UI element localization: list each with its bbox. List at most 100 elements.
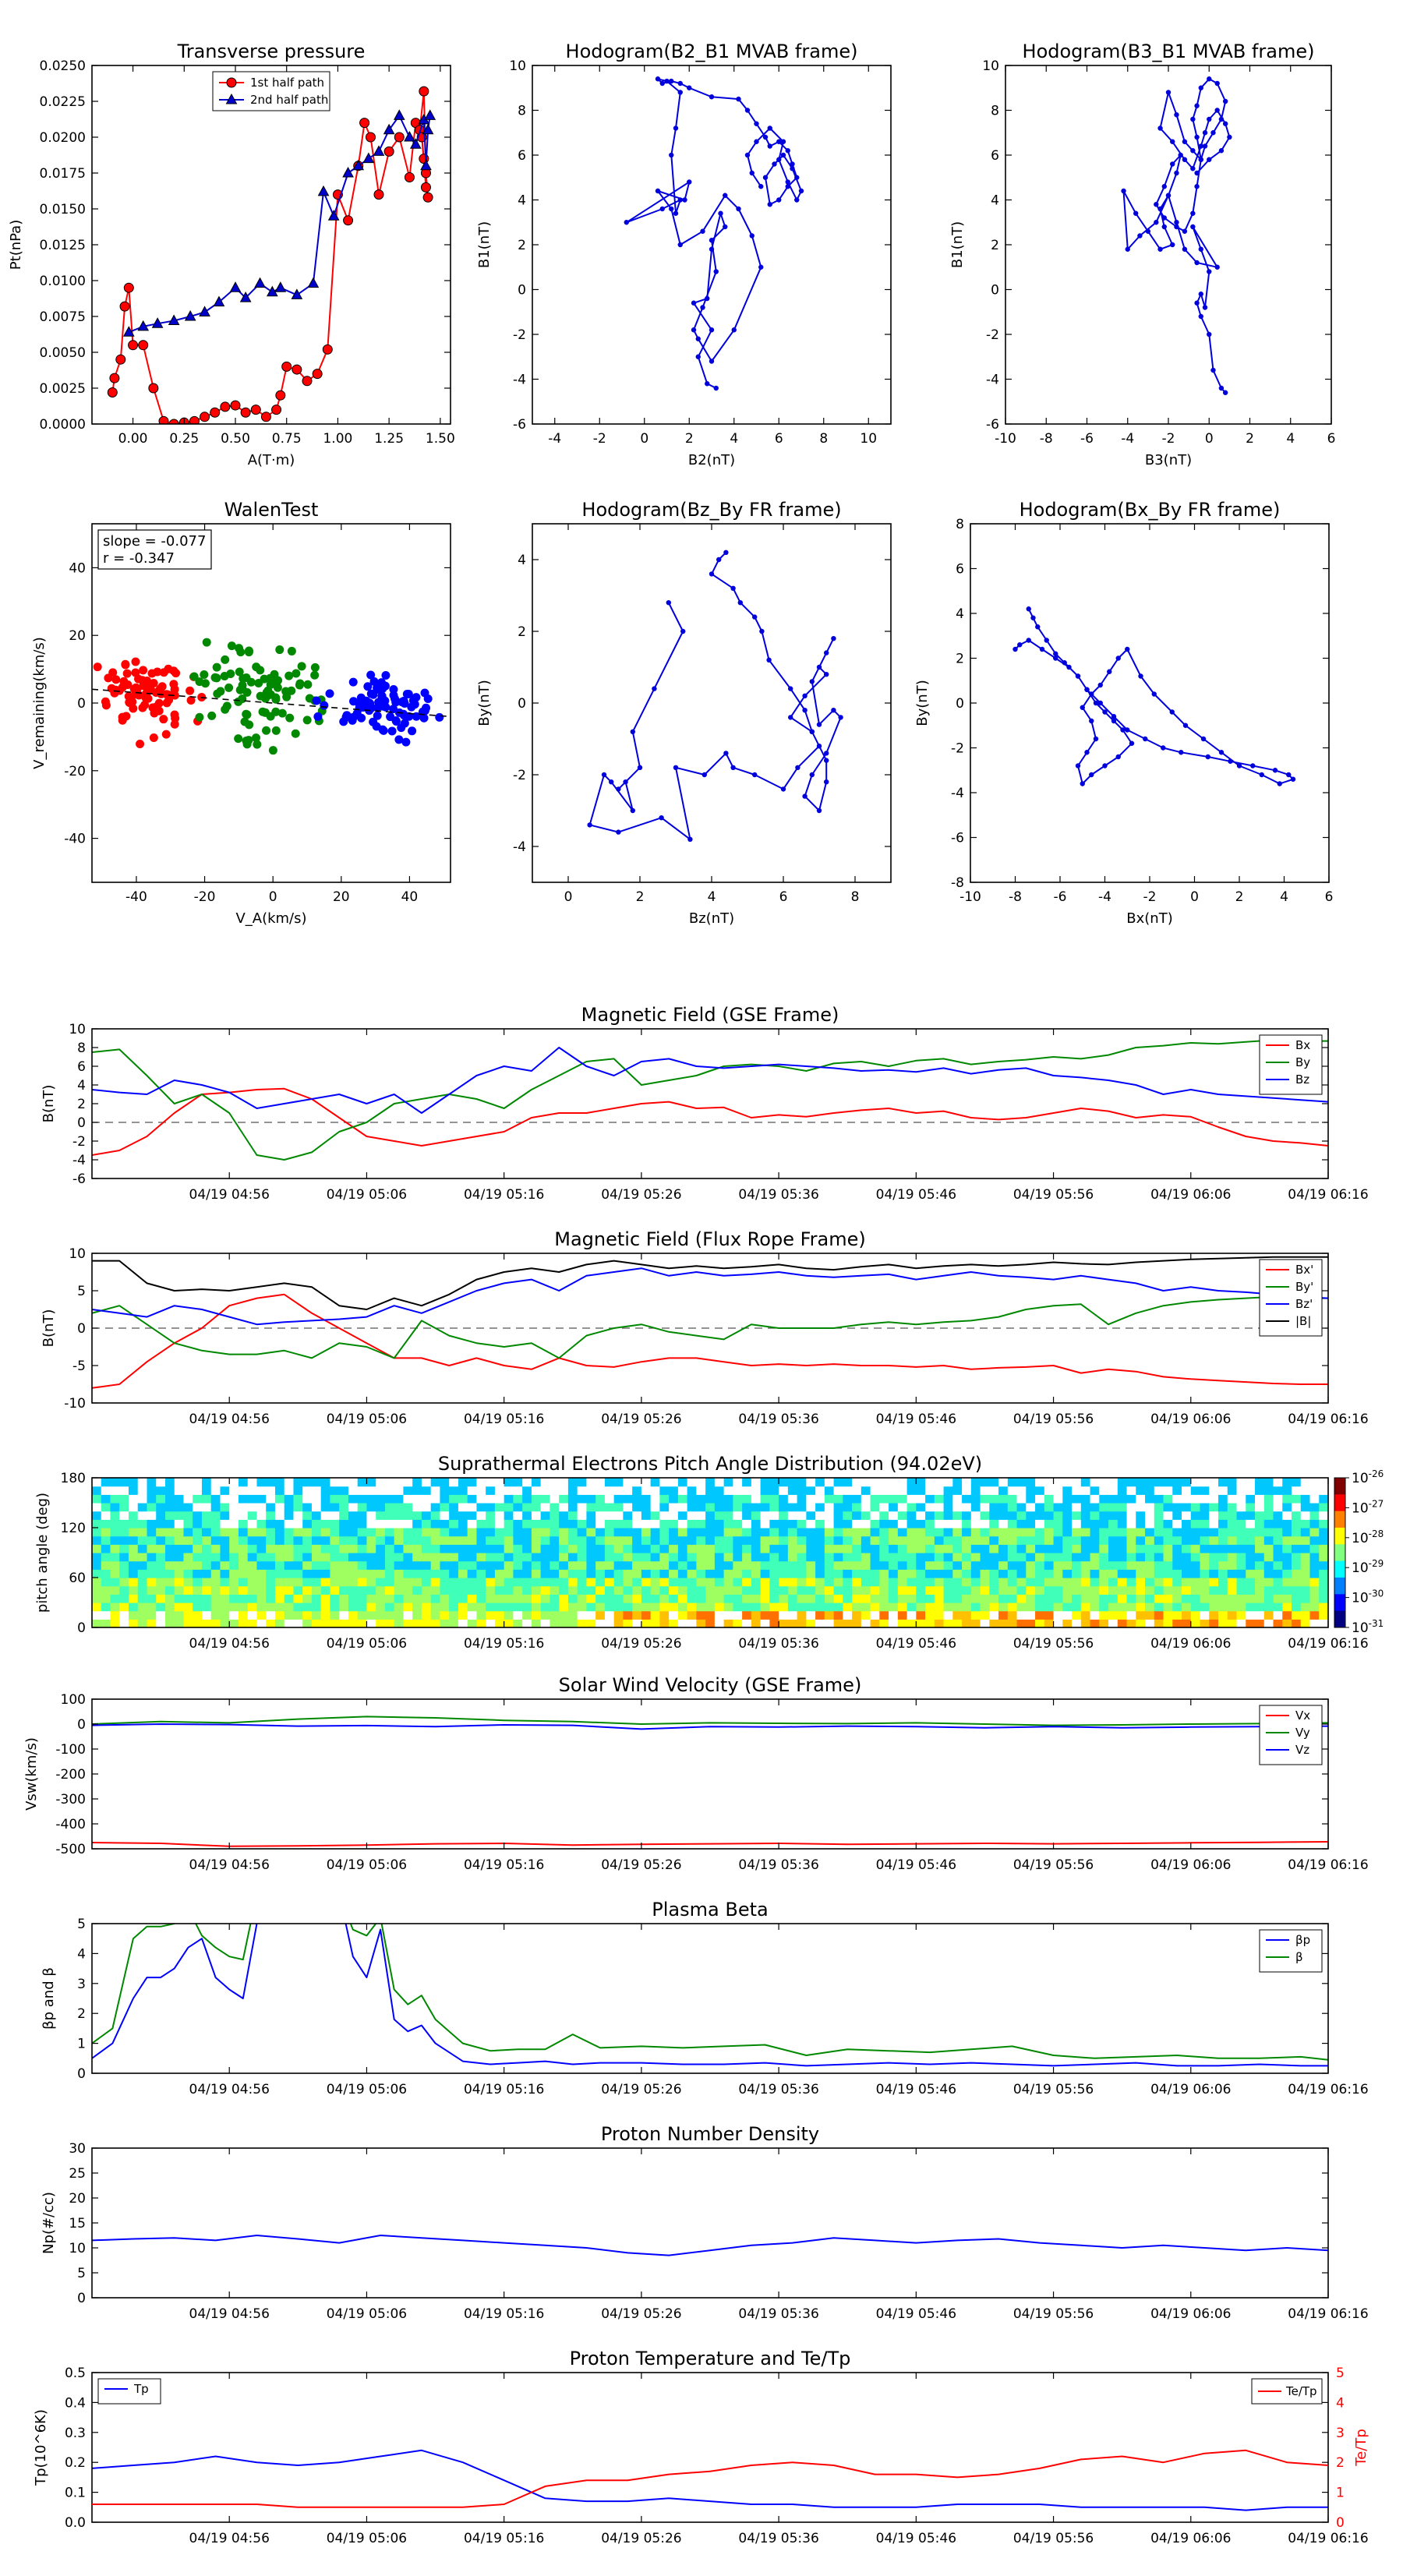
heatmap-cell	[320, 1594, 331, 1603]
scatter-point	[254, 679, 263, 688]
x-tick-label: 0.00	[118, 431, 148, 447]
heatmap-cell	[897, 1569, 908, 1578]
heatmap-cell	[586, 1528, 596, 1537]
heatmap-cell	[1209, 1511, 1219, 1520]
data-point	[422, 123, 434, 135]
heatmap-cell	[659, 1585, 670, 1595]
heatmap-cell	[925, 1594, 935, 1603]
heatmap-cell	[147, 1478, 157, 1487]
heatmap-cell	[101, 1486, 111, 1495]
heatmap-cell	[302, 1528, 313, 1537]
heatmap-cell	[220, 1594, 230, 1603]
time-tick-label: 04/19 06:06	[1150, 1412, 1231, 1427]
heatmap-cell	[522, 1528, 532, 1537]
data-point	[677, 80, 683, 87]
heatmap-cell	[119, 1619, 129, 1628]
heatmap-cell	[998, 1578, 1009, 1587]
heatmap-cell	[1126, 1569, 1136, 1578]
heatmap-cell	[1145, 1478, 1155, 1487]
heatmap-cell	[256, 1578, 267, 1587]
heatmap-cell	[787, 1594, 798, 1603]
heatmap-cell	[522, 1602, 532, 1612]
heatmap-cell	[247, 1519, 258, 1528]
heatmap-cell	[604, 1544, 615, 1553]
heatmap-cell	[1172, 1569, 1182, 1578]
heatmap-cell	[110, 1569, 120, 1578]
heatmap-cell	[513, 1560, 523, 1570]
data-point	[1151, 691, 1157, 697]
heatmap-cell	[550, 1511, 560, 1520]
data-point	[1210, 367, 1216, 373]
heatmap-cell	[486, 1585, 496, 1595]
data-point	[691, 327, 697, 333]
colorbar-label: 10-29	[1352, 1558, 1384, 1576]
heatmap-cell	[394, 1553, 405, 1562]
y-tick-label: 20	[69, 628, 86, 644]
heatmap-cell	[430, 1594, 441, 1603]
data-point	[790, 166, 795, 171]
heatmap-cell	[843, 1578, 853, 1587]
heatmap-cell	[760, 1503, 770, 1512]
y-tick-label: 5	[77, 1917, 86, 1932]
heatmap-cell	[577, 1569, 587, 1578]
heatmap-cell	[1090, 1602, 1100, 1612]
scatter-point	[389, 705, 398, 714]
heatmap-cell	[833, 1560, 843, 1570]
heatmap-cell	[412, 1569, 422, 1578]
heatmap-cell	[1209, 1594, 1219, 1603]
heatmap-cell	[293, 1519, 303, 1528]
heatmap-cell	[806, 1478, 816, 1487]
heatmap-cell	[339, 1578, 349, 1587]
data-point	[220, 401, 231, 412]
p_h3-marks	[587, 549, 843, 843]
heatmap-cell	[970, 1602, 981, 1612]
colorbar-label: 10-31	[1352, 1618, 1384, 1636]
heatmap-cell	[147, 1494, 157, 1504]
heatmap-cell	[824, 1528, 835, 1537]
y-tick-label: 25	[69, 2166, 86, 2182]
series-line	[92, 1841, 1328, 1847]
heatmap-cell	[1062, 1569, 1073, 1578]
heatmap-cell	[925, 1585, 935, 1595]
data-point	[816, 807, 822, 814]
heatmap-cell	[550, 1553, 560, 1562]
heatmap-cell	[1200, 1494, 1210, 1504]
series-line	[92, 1723, 1328, 1730]
heatmap-cell	[164, 1494, 175, 1504]
heatmap-cell	[1182, 1486, 1192, 1495]
heatmap-cell	[806, 1528, 816, 1537]
heatmap-cell	[1300, 1602, 1311, 1612]
data-point	[776, 139, 782, 144]
heatmap-cell	[1218, 1610, 1228, 1620]
heatmap-cell	[943, 1535, 953, 1545]
heatmap-cell	[962, 1569, 972, 1578]
heatmap-cell	[238, 1602, 249, 1612]
heatmap-cell	[760, 1528, 770, 1537]
heatmap-cell	[659, 1511, 670, 1520]
scatter-point	[266, 712, 275, 721]
heatmap-cell	[925, 1486, 935, 1495]
heatmap-cell	[394, 1544, 405, 1553]
heatmap-cell	[943, 1544, 953, 1553]
heatmap-cell	[92, 1569, 102, 1578]
heatmap-cell	[348, 1494, 359, 1504]
heatmap-cell	[1309, 1511, 1320, 1520]
x-tick-label: 4	[730, 431, 738, 447]
data-point	[274, 281, 287, 292]
heatmap-cell	[1200, 1553, 1210, 1562]
heatmap-cell	[1282, 1511, 1292, 1520]
scatter-point	[150, 708, 159, 718]
y-tick-label: -6	[513, 417, 526, 433]
heatmap-cell	[128, 1528, 139, 1537]
heatmap-cell	[1136, 1511, 1146, 1520]
heatmap-cell	[302, 1585, 313, 1595]
heatmap-cell	[1062, 1519, 1073, 1528]
heatmap-cell	[1236, 1619, 1246, 1628]
heatmap-cell	[256, 1494, 267, 1504]
data-point	[1222, 390, 1228, 395]
data-point	[785, 148, 790, 154]
heatmap-cell	[458, 1619, 468, 1628]
heatmap-cell	[760, 1602, 770, 1612]
data-point	[762, 175, 769, 180]
heatmap-cell	[669, 1478, 679, 1487]
